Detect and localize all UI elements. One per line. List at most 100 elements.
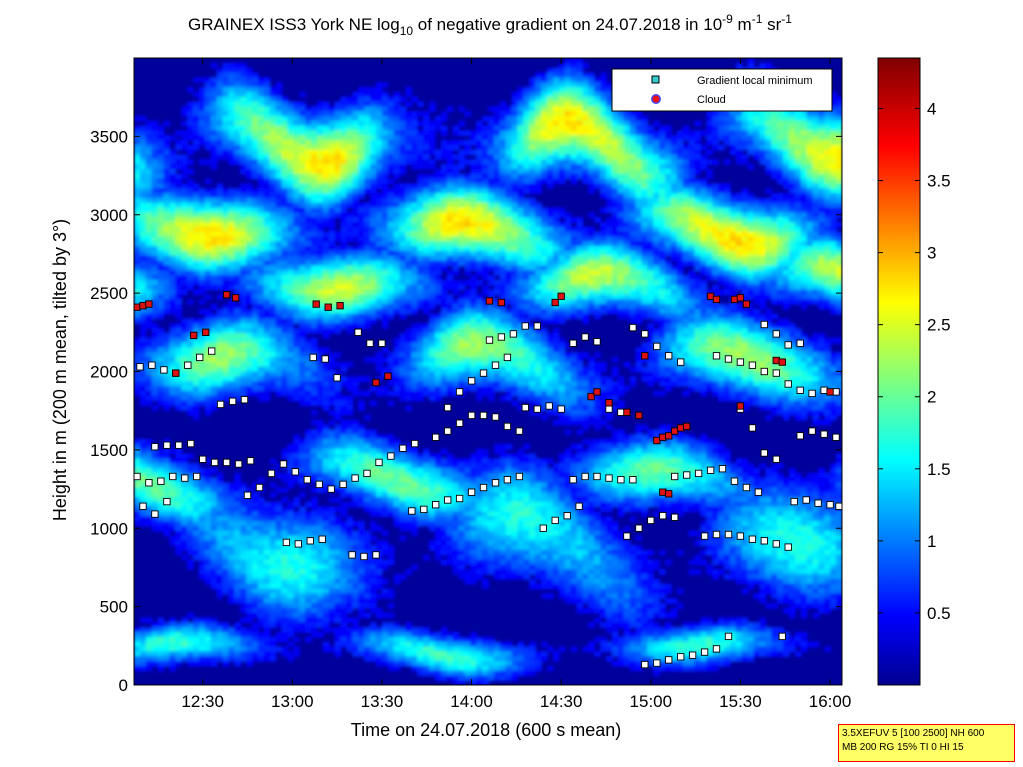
heat-cell	[399, 284, 407, 291]
heat-cell	[399, 516, 407, 522]
heat-cell	[434, 250, 442, 257]
heat-cell	[269, 501, 277, 508]
heat-cell	[364, 656, 371, 662]
heat-cell	[169, 323, 177, 329]
heat-cell	[216, 545, 224, 551]
heat-cell	[352, 578, 359, 585]
heat-cell	[411, 120, 418, 127]
heat-cell	[299, 617, 306, 624]
heat-cell	[358, 323, 365, 329]
heat-cell	[139, 646, 147, 653]
heat-cell	[299, 318, 306, 325]
heat-cell	[358, 631, 365, 638]
heat-cell	[187, 101, 194, 108]
heat-cell	[222, 395, 230, 402]
heat-cell	[193, 236, 200, 243]
heat-cell	[316, 631, 324, 638]
heat-cell	[352, 270, 359, 276]
heat-cell	[340, 419, 348, 426]
heat-cell	[281, 361, 289, 368]
heat-cell	[240, 631, 247, 638]
heat-cell	[405, 516, 413, 522]
heat-cell	[311, 202, 318, 209]
heat-cell	[204, 82, 212, 88]
heat-cell	[281, 197, 289, 204]
heat-cell	[316, 424, 324, 431]
heat-cell	[281, 574, 289, 580]
heat-cell	[269, 207, 277, 214]
heat-cell	[417, 159, 424, 165]
heat-cell	[210, 212, 218, 218]
heat-cell	[316, 318, 324, 325]
heat-cell	[134, 506, 141, 513]
heat-cell	[151, 221, 159, 228]
heat-cell	[358, 217, 365, 223]
heat-cell	[429, 193, 436, 199]
heat-cell	[375, 202, 383, 209]
heat-cell	[257, 328, 265, 334]
heat-cell	[429, 255, 436, 262]
heat-cell	[210, 357, 218, 363]
heat-cell	[204, 91, 212, 98]
heat-cell	[175, 400, 182, 407]
heat-cell	[187, 559, 194, 566]
heat-cell	[275, 588, 283, 595]
heat-cell	[134, 646, 141, 653]
heat-cell	[364, 434, 371, 440]
heat-cell	[222, 627, 230, 633]
heat-cell	[375, 607, 383, 614]
heat-cell	[305, 337, 312, 344]
heat-cell	[440, 226, 448, 233]
heat-cell	[181, 260, 188, 267]
heat-cell	[429, 303, 436, 310]
heat-cell	[299, 178, 306, 185]
heat-cell	[210, 540, 218, 546]
heat-cell	[364, 284, 371, 291]
heat-cell	[193, 231, 200, 238]
heat-cell	[293, 279, 300, 286]
heat-cell	[352, 429, 359, 435]
heat-cell	[429, 521, 436, 527]
heat-cell	[405, 135, 413, 141]
heat-cell	[299, 236, 306, 243]
heat-cell	[234, 149, 241, 156]
heat-cell	[145, 202, 153, 209]
heat-cell	[328, 439, 336, 445]
heat-cell	[340, 164, 348, 170]
heat-cell	[263, 656, 271, 662]
heat-cell	[399, 212, 407, 218]
heat-cell	[263, 125, 271, 132]
heat-cell	[364, 641, 371, 648]
heat-cell	[352, 96, 359, 103]
heat-cell	[405, 207, 413, 214]
heat-cell	[145, 366, 153, 373]
heat-cell	[198, 535, 206, 542]
heat-cell	[429, 207, 436, 214]
heat-cell	[198, 279, 206, 286]
heat-cell	[216, 279, 224, 286]
heat-cell	[187, 535, 194, 542]
heat-cell	[216, 337, 224, 344]
heat-cell	[269, 530, 277, 537]
heat-cell	[204, 130, 212, 136]
heat-cell	[228, 303, 236, 310]
heat-cell	[240, 86, 247, 93]
heat-cell	[434, 212, 442, 218]
heat-cell	[222, 361, 230, 368]
heat-cell	[151, 323, 159, 329]
heat-cell	[346, 149, 354, 156]
heat-cell	[299, 612, 306, 619]
heat-cell	[163, 241, 171, 247]
heat-cell	[393, 665, 401, 672]
heat-cell	[352, 593, 359, 599]
heat-cell	[293, 357, 300, 363]
heat-cell	[246, 275, 253, 281]
heat-cell	[157, 448, 165, 455]
heat-cell	[352, 144, 359, 151]
heat-cell	[399, 308, 407, 315]
heat-cell	[334, 385, 342, 392]
heat-cell	[334, 549, 342, 556]
heat-cell	[340, 477, 348, 484]
heat-cell	[216, 332, 224, 339]
heat-cell	[151, 631, 159, 638]
